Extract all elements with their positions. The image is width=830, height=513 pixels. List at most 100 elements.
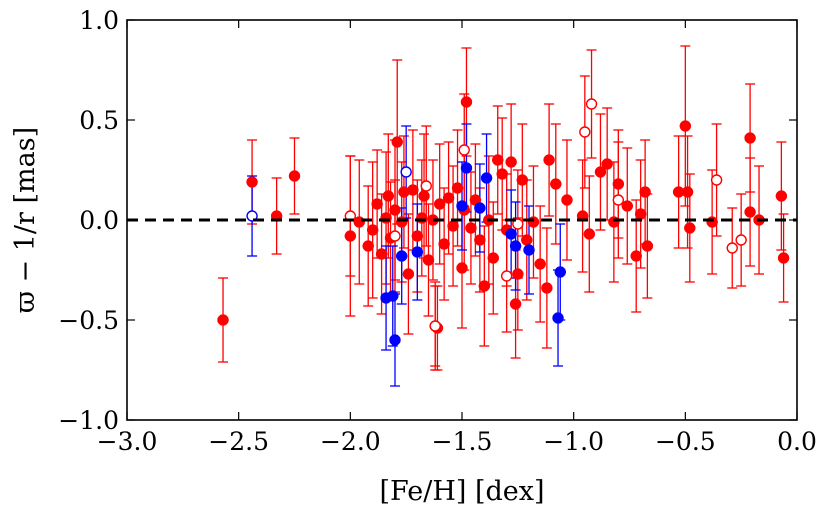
data-point [541, 282, 553, 294]
data-points [217, 96, 790, 346]
data-point [480, 172, 493, 184]
data-point [433, 198, 446, 210]
data-point [641, 240, 654, 252]
data-point [478, 280, 491, 292]
x-axis-label: [Fe/H] [dex] [379, 476, 544, 507]
data-point [500, 270, 513, 282]
data-point [458, 144, 470, 156]
data-point [402, 268, 415, 280]
data-point [456, 262, 468, 274]
data-point [521, 234, 533, 246]
data-point [579, 126, 591, 138]
data-point [389, 334, 401, 346]
data-point [422, 254, 435, 266]
data-point [612, 178, 625, 190]
data-point [775, 190, 788, 202]
data-point [465, 222, 477, 234]
data-point [420, 180, 432, 192]
y-tick-label: −0.5 [58, 306, 119, 335]
data-point [217, 314, 229, 326]
data-point [684, 222, 696, 234]
data-point [380, 212, 392, 224]
data-point [744, 206, 756, 218]
y-axis-label: ϖ − 1/r [mas] [10, 127, 41, 313]
data-point [438, 238, 450, 250]
data-point [474, 202, 486, 214]
data-point [505, 228, 517, 240]
x-tick-label: −3.0 [97, 427, 158, 456]
error-bars [218, 45, 789, 387]
data-point [451, 182, 464, 194]
x-tick-label: −2.5 [208, 427, 269, 456]
x-tick-label: −1.5 [432, 427, 493, 456]
data-point [460, 96, 473, 108]
data-point [612, 194, 625, 206]
data-point [527, 216, 540, 228]
data-point [288, 170, 301, 182]
data-point [706, 216, 718, 228]
data-point [509, 298, 522, 310]
data-point [554, 266, 567, 278]
data-point [505, 156, 517, 168]
data-point [371, 198, 383, 210]
data-point [550, 178, 562, 190]
data-point [395, 250, 408, 262]
data-point [552, 312, 564, 324]
axis-ticks: −3.0 −2.5 −2.0 −1.5 −1.0 −0.5 0.0 −1.0 −0.5 0.0 0.… [58, 6, 817, 456]
y-tick-label: 1.0 [79, 6, 119, 35]
data-point [362, 240, 374, 252]
x-tick-label: −1.0 [543, 427, 604, 456]
data-point [407, 184, 419, 196]
data-point [496, 168, 508, 180]
data-point [512, 268, 524, 280]
data-point [400, 166, 412, 178]
data-point [442, 192, 455, 204]
data-point [246, 176, 258, 188]
data-point [456, 200, 468, 212]
data-point [447, 220, 459, 232]
data-point [634, 208, 647, 220]
data-point [735, 234, 747, 246]
data-point [744, 132, 756, 144]
data-point [594, 166, 607, 178]
y-tick-label: 0.5 [79, 106, 119, 135]
data-point [460, 162, 473, 174]
data-point [429, 320, 441, 332]
data-point [344, 230, 357, 242]
data-point [411, 230, 424, 242]
data-point [389, 230, 401, 242]
data-point [601, 158, 613, 170]
data-point [608, 216, 620, 228]
data-point [509, 240, 522, 252]
data-point [639, 186, 651, 198]
data-point [418, 190, 430, 202]
data-point [679, 120, 692, 132]
y-tick-label: −1.0 [58, 406, 119, 435]
data-point [543, 154, 555, 166]
data-point [474, 234, 486, 246]
x-tick-label: −2.0 [320, 427, 381, 456]
data-point [523, 244, 535, 256]
data-point [387, 290, 399, 302]
data-point [375, 248, 388, 260]
x-tick-label: −0.5 [655, 427, 716, 456]
data-point [585, 98, 598, 110]
data-point [681, 186, 694, 198]
data-point [726, 242, 738, 254]
data-point [534, 258, 546, 270]
data-point [389, 204, 401, 216]
data-point [583, 228, 596, 240]
data-point [416, 212, 428, 224]
data-point [491, 154, 504, 166]
data-point [710, 174, 723, 186]
y-tick-label: 0.0 [79, 206, 119, 235]
data-point [561, 194, 573, 206]
data-point [487, 252, 500, 264]
data-point [391, 136, 403, 148]
data-point [366, 224, 379, 236]
data-point [630, 250, 642, 262]
data-point [621, 200, 634, 212]
data-point [395, 216, 408, 228]
data-point [411, 246, 424, 258]
data-point [516, 174, 529, 186]
